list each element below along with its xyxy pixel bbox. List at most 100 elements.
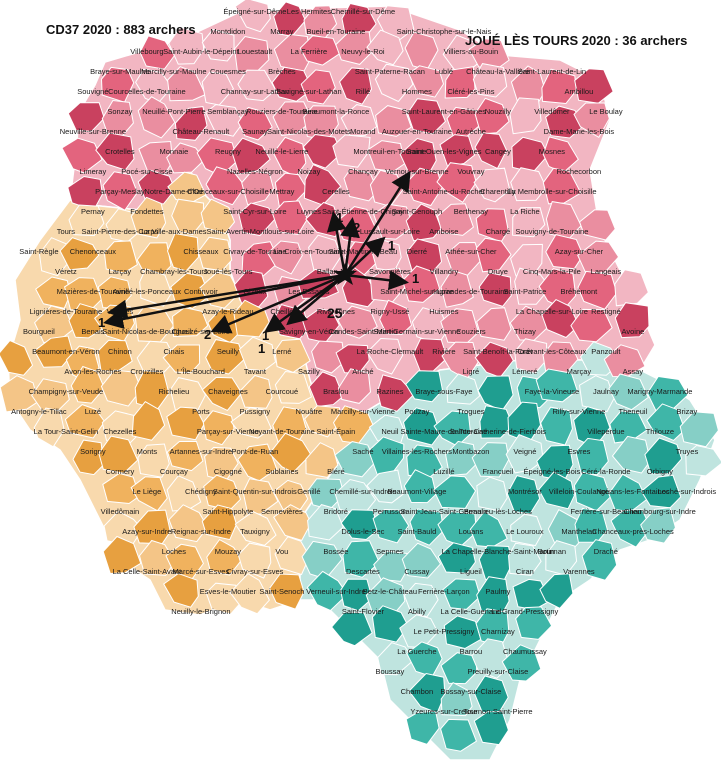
commune-cell (610, 509, 652, 548)
commune-cell (505, 433, 544, 474)
commune-label: Épeigné-les-Bois (524, 467, 581, 476)
commune-label: Rouziers-de-Touraine (246, 107, 318, 116)
commune-label: Auzouer-en-Touraine (382, 127, 452, 136)
commune-cell (166, 440, 204, 472)
count-joue: 25 (327, 305, 343, 321)
commune-label: Sainte-Catherine-de-Fierbois (450, 427, 547, 436)
commune-cell (577, 240, 620, 275)
commune-label: Saint-Épain (317, 427, 356, 436)
commune-label: Crotelles (105, 147, 135, 156)
commune-label: La Celle-Saint-Avant (113, 567, 183, 576)
commune-cell (231, 137, 271, 175)
commune-label: Chançay (348, 167, 378, 176)
commune-cell (373, 550, 409, 582)
commune-label: Brizay (676, 407, 697, 416)
commune-label: Rilly-sur-Vienne (553, 407, 606, 416)
commune-label: Marcé-sur-Esves (173, 567, 230, 576)
commune-label: Charnizay (481, 627, 515, 636)
commune-cell (299, 35, 341, 66)
commune-label: Lublé (435, 67, 453, 76)
commune-cell (405, 710, 440, 745)
commune-cell (172, 307, 209, 338)
commune-label: Chemillé-sur-Dême (331, 7, 396, 16)
count-restigne: 1 (98, 315, 105, 330)
commune-label: Cangey (485, 147, 511, 156)
commune-label: Sorigny (80, 447, 106, 456)
commune-label: Braye-sur-Maulne (90, 67, 150, 76)
commune-cell (646, 403, 686, 441)
commune-label: Louans (459, 527, 484, 536)
commune-labels: Épeigné-sur-Dême Les Hermites Chemillé-sur… (11, 7, 716, 716)
commune-label: Barrou (460, 647, 483, 656)
commune-cell (644, 437, 683, 475)
commune-label: Sepmes (376, 547, 404, 556)
commune-label: Lignières-de-Touraine (30, 307, 103, 316)
commune-label: Anché (352, 367, 373, 376)
commune-label: Marigny-Marmande (627, 387, 692, 396)
commune-label: Couziers (456, 327, 486, 336)
commune-label: Neuville-sur-Brenne (60, 127, 126, 136)
commune-label: Reignac-sur-Indre (171, 527, 231, 536)
commune-label: Saint-Pierre-des-Corps (82, 227, 159, 236)
count-saint-pierre: 1 (388, 238, 395, 253)
commune-label: Beaulieu-lès-Loches (464, 507, 532, 516)
commune-label: Chenonceaux (70, 247, 117, 256)
commune-cells (0, 0, 721, 752)
commune-cell (476, 307, 512, 341)
commune-label: Louestault (238, 47, 274, 56)
commune-label: Boussay (376, 667, 405, 676)
commune-cell (33, 335, 74, 368)
commune-cell (366, 469, 404, 504)
commune-label: La Roche-Clermault (357, 347, 425, 356)
commune-label: Montlouis-sur-Loire (250, 227, 314, 236)
commune-label: Veigné (513, 447, 536, 456)
commune-label: Marçay (567, 367, 592, 376)
commune-label: Saint-Benoît-la-Forêt (463, 347, 534, 356)
commune-cell (242, 478, 279, 515)
commune-label: Chaveignes (208, 387, 248, 396)
commune-cell (440, 718, 478, 752)
commune-cell (168, 26, 205, 65)
commune-label: Pouzay (404, 407, 429, 416)
commune-label: Descartes (346, 567, 380, 576)
commune-label: Berthenay (454, 207, 488, 216)
commune-cell (308, 371, 344, 408)
commune-label: Noyant-de-Touraine (249, 427, 315, 436)
commune-cell (238, 336, 277, 372)
commune-cell (542, 167, 582, 205)
commune-cell (308, 234, 342, 273)
commune-label: Courcelles-de-Touraine (108, 87, 186, 96)
commune-cell (237, 106, 273, 141)
commune-cell (538, 471, 575, 510)
commune-label: Tavant (244, 367, 267, 376)
commune-label: Antogny-le-Tillac (11, 407, 67, 416)
commune-cell (471, 638, 511, 679)
arrow-to-saint-cyr (326, 211, 347, 276)
commune-label: Varennes (563, 567, 595, 576)
commune-cell (337, 368, 372, 404)
commune-label: Bréhémont (561, 287, 599, 296)
commune-cell (205, 166, 246, 206)
commune-label: Semblançay (207, 107, 249, 116)
commune-cell (379, 299, 413, 336)
commune-label: Château-Renault (173, 127, 231, 136)
commune-cell (340, 509, 379, 541)
commune-label: La Membrolle-sur-Choisille (507, 187, 596, 196)
commune-cell (614, 269, 649, 307)
count-tours: 2 (353, 220, 360, 235)
commune-cell (339, 578, 373, 612)
commune-cell (166, 406, 205, 441)
commune-cell (170, 272, 210, 310)
commune-label: Chambray-lès-Tours (140, 267, 208, 276)
commune-cell (68, 204, 105, 237)
commune-cell (61, 137, 103, 174)
commune-label: Beaumont-Village (387, 487, 446, 496)
commune-label: Rivière (432, 347, 455, 356)
commune-cell (475, 237, 512, 273)
commune-cell (237, 69, 277, 102)
commune-label: Larçay (109, 267, 132, 276)
commune-cell (139, 35, 176, 70)
commune-label: Gizeux (243, 287, 267, 296)
commune-label: Ciran (516, 567, 534, 576)
commune-label: Rivarennes (317, 307, 355, 316)
